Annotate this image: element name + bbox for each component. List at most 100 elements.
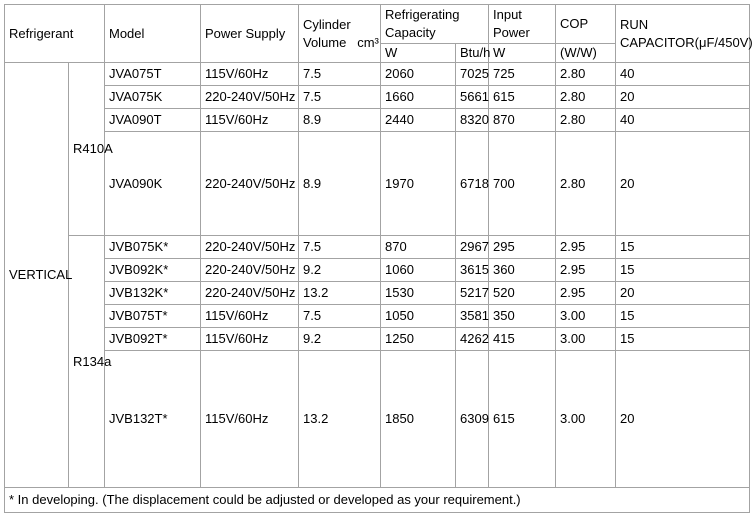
capacity-w-cell: 1660 [380,85,456,109]
capacity-btuh-unit-header: Btu/h [455,43,490,63]
table-row: JVB132K* 220-240V/50Hz 13.2 1530 5217 52… [5,281,750,305]
run-capacitor-header: RUN CAPACITOR(μF/450V) [615,4,753,63]
cylinder-volume-cell: 7.5 [298,85,381,109]
cylinder-volume-cell: 13.2 [298,281,381,305]
capacity-w-cell: 1970 [380,131,456,236]
cop-cell: 2.80 [555,62,616,86]
cop-cell: 2.95 [555,258,616,282]
capacity-btuh-cell: 3581 [455,304,489,328]
model-cell: JVA075K [104,85,201,109]
table-row: JVB092K* 220-240V/50Hz 9.2 1060 3615 360… [5,258,750,282]
run-capacitor-header-line1: RUN [620,16,649,32]
input-power-cell: 725 [488,62,556,86]
input-power-cell: 615 [488,350,556,488]
model-cell: JVA090K [104,131,201,236]
cylinder-volume-cell: 13.2 [298,350,381,488]
table-row: JVB092T* 115V/60Hz 9.2 1250 4262 415 3.0… [5,327,750,351]
cylinder-volume-cell: 9.2 [298,327,381,351]
input-power-cell: 520 [488,281,556,305]
cop-cell: 2.80 [555,131,616,236]
cylinder-volume-header-line1: Cylinder [303,16,351,32]
compressor-spec-table: Refrigerant Model Power Supply Cylinder … [4,4,753,513]
capacity-w-cell: 870 [380,235,456,259]
power-supply-cell: 115V/60Hz [200,108,299,132]
cylinder-volume-header-line2: Volume cm³ [303,34,379,50]
cop-cell: 3.00 [555,327,616,351]
table-row: JVA090T 115V/60Hz 8.9 2440 8320 870 2.80… [5,108,750,132]
model-cell: JVB092K* [104,258,201,282]
cop-cell: 2.95 [555,281,616,305]
power-supply-cell: 220-240V/50Hz [200,131,299,236]
power-supply-cell: 115V/60Hz [200,350,299,488]
input-power-cell: 700 [488,131,556,236]
cop-cell: 2.80 [555,108,616,132]
model-cell: JVA075T [104,62,201,86]
footnote-cell: * In developing. (The displacement could… [4,487,750,513]
cylinder-volume-cell: 8.9 [298,131,381,236]
run-capacitor-cell: 15 [615,304,750,328]
power-supply-cell: 220-240V/50Hz [200,235,299,259]
capacity-w-unit-header: W [380,43,456,63]
footnote-row: * In developing. (The displacement could… [4,487,750,513]
run-capacitor-cell: 15 [615,235,750,259]
power-supply-cell: 220-240V/50Hz [200,258,299,282]
model-cell: JVB075T* [104,304,201,328]
table-row: R134a JVB075K* 220-240V/50Hz 7.5 870 296… [5,235,750,488]
cop-cell: 3.00 [555,304,616,328]
run-capacitor-cell: 20 [615,85,750,109]
orientation-cell: VERTICAL [4,62,72,488]
refrigerant-group-cell: R134a [68,235,111,488]
table-row: JVB075T* 115V/60Hz 7.5 1050 3581 350 3.0… [5,304,750,328]
capacity-w-cell: 2440 [380,108,456,132]
input-power-cell: 415 [488,327,556,351]
capacity-btuh-cell: 6718 [455,131,489,236]
capacity-w-cell: 1060 [380,258,456,282]
cylinder-volume-cell: 7.5 [298,62,381,86]
capacity-btuh-cell: 2967 [455,235,489,259]
power-supply-cell: 115V/60Hz [200,327,299,351]
input-power-cell: 350 [488,304,556,328]
cop-cell: 2.80 [555,85,616,109]
input-power-cell: 870 [488,108,556,132]
run-capacitor-cell: 20 [615,350,750,488]
cylinder-volume-header: Cylinder Volume cm³ [298,4,381,63]
capacity-btuh-cell: 8320 [455,108,489,132]
model-cell: JVB092T* [104,327,201,351]
model-cell: JVA090T [104,108,201,132]
capacity-btuh-cell: 4262 [455,327,489,351]
model-cell: JVB075K* [104,235,201,259]
model-cell: JVB132T* [104,350,201,488]
refrigerant-header: Refrigerant [4,4,105,63]
model-header: Model [104,4,201,63]
capacity-w-cell: 1850 [380,350,456,488]
capacity-btuh-cell: 3615 [455,258,489,282]
capacity-w-cell: 2060 [380,62,456,86]
capacity-w-cell: 1530 [380,281,456,305]
cop-cell: 2.95 [555,235,616,259]
cylinder-volume-cell: 7.5 [298,304,381,328]
refrigerant-group-cell: R410A [68,62,113,236]
capacity-btuh-cell: 6309 [455,350,489,488]
table-row: JVA075K 220-240V/50Hz 7.5 1660 5661 615 … [5,85,750,109]
input-power-header: Input Power [488,4,556,44]
run-capacitor-cell: 20 [615,131,750,236]
power-supply-cell: 115V/60Hz [200,62,299,86]
input-power-unit-header: W [488,43,556,63]
run-capacitor-header-line2: CAPACITOR(μF/450V) [620,34,753,50]
power-supply-cell: 220-240V/50Hz [200,85,299,109]
input-power-cell: 615 [488,85,556,109]
header-row-1: Refrigerant Model Power Supply Cylinder … [4,4,753,63]
power-supply-cell: 115V/60Hz [200,304,299,328]
cylinder-volume-cell: 7.5 [298,235,381,259]
input-power-cell: 295 [488,235,556,259]
power-supply-header: Power Supply [200,4,299,63]
capacity-btuh-cell: 5661 [455,85,489,109]
run-capacitor-cell: 15 [615,327,750,351]
capacity-btuh-cell: 7025 [455,62,489,86]
run-capacitor-cell: 20 [615,281,750,305]
cylinder-volume-cell: 8.9 [298,108,381,132]
capacity-w-cell: 1250 [380,327,456,351]
header-row-2: W Btu/h W (W/W) [5,43,750,63]
refrigerating-capacity-header: Refrigerating Capacity [380,4,489,44]
